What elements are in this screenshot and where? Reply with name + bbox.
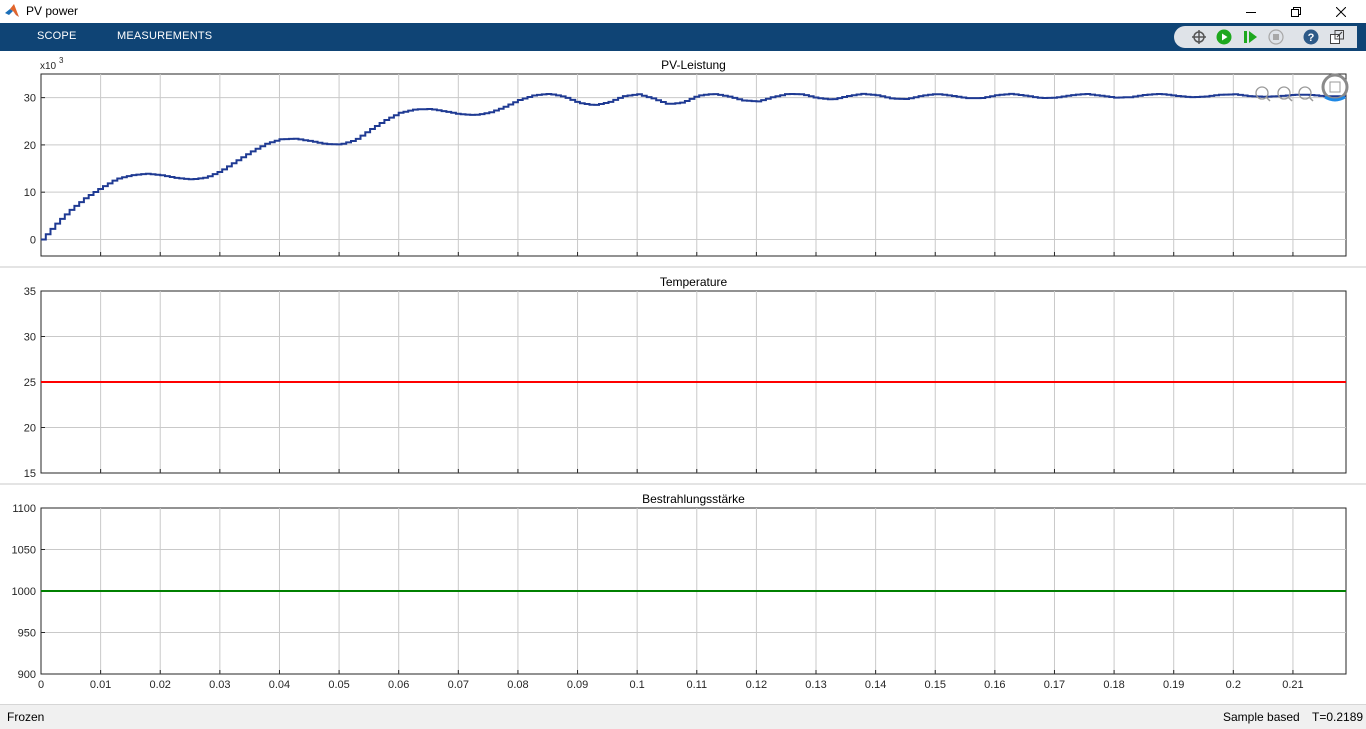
x-tick-label: 0.04: [269, 679, 290, 691]
pan-hand-icon[interactable]: [1255, 86, 1271, 102]
help-button[interactable]: ?: [1300, 26, 1322, 48]
y-tick-label: 20: [24, 423, 36, 435]
restore-button[interactable]: [1273, 0, 1319, 23]
y-exponent-sup: 3: [59, 56, 64, 65]
plot-title: Temperature: [660, 275, 728, 289]
y-tick-label: 1100: [12, 503, 36, 515]
series-line: [41, 92, 1346, 241]
restore-icon: [1291, 6, 1301, 17]
step-forward-button[interactable]: [1239, 26, 1261, 48]
title-bar: PV power: [0, 0, 1366, 23]
y-tick-label: 25: [24, 377, 36, 389]
y-exponent-label: x10: [40, 61, 57, 72]
x-tick-label: 0.15: [925, 679, 946, 691]
undock-icon: [1330, 30, 1344, 44]
y-tick-label: 20: [24, 140, 36, 152]
x-tick-label: 0.01: [90, 679, 111, 691]
status-bar: Frozen Sample based T=0.2189: [0, 704, 1366, 729]
zoom-out-icon[interactable]: [1298, 86, 1314, 102]
zoom-in-icon[interactable]: [1277, 86, 1293, 102]
undock-button[interactable]: [1326, 26, 1348, 48]
y-tick-label: 900: [18, 669, 36, 681]
status-mode: Sample based: [1223, 710, 1300, 724]
x-tick-label: 0.03: [209, 679, 230, 691]
x-tick-label: 0.19: [1163, 679, 1184, 691]
x-tick-label: 0.2: [1226, 679, 1241, 691]
x-tick-label: 0: [38, 679, 44, 691]
x-tick-label: 0.16: [984, 679, 1005, 691]
svg-text:?: ?: [1308, 32, 1315, 44]
plot-title: PV-Leistung: [661, 58, 726, 72]
x-tick-label: 0.13: [805, 679, 826, 691]
scope-plot-area[interactable]: 0 10 20 30 PV-Leistung x10 3 15 20 25 30 35 Temperat…: [0, 51, 1366, 704]
x-tick-label: 0.05: [328, 679, 349, 691]
run-button[interactable]: [1213, 26, 1235, 48]
status-state: Frozen: [7, 710, 45, 724]
x-tick-label: 0.21: [1282, 679, 1303, 691]
close-button[interactable]: [1318, 0, 1364, 23]
y-tick-label: 0: [30, 234, 36, 246]
axes-box: [40, 73, 1347, 257]
highlight-simulink-block-icon: [1192, 30, 1206, 44]
restore-view-icon[interactable]: [1321, 73, 1349, 102]
plot-title: Bestrahlungsstärke: [642, 492, 745, 506]
minimize-button[interactable]: [1228, 0, 1274, 23]
y-tick-label: 30: [24, 93, 36, 105]
step-forward-icon: [1244, 31, 1257, 43]
run-icon: [1216, 29, 1232, 45]
tab-measurements[interactable]: MEASUREMENTS: [117, 30, 213, 42]
x-tick-label: 0.07: [448, 679, 469, 691]
stop-icon: [1268, 29, 1284, 45]
highlight-block-button[interactable]: [1188, 26, 1210, 48]
simulation-controls: ?: [1174, 26, 1357, 48]
x-tick-label: 0.17: [1044, 679, 1065, 691]
y-tick-label: 950: [18, 628, 36, 640]
status-time: T=0.2189: [1312, 710, 1364, 724]
x-tick-label: 0.1: [630, 679, 645, 691]
x-tick-label: 0.14: [865, 679, 886, 691]
y-tick-label: 1050: [12, 545, 36, 557]
y-tick-label: 15: [24, 468, 36, 480]
x-tick-label: 0.12: [746, 679, 767, 691]
help-icon: ?: [1303, 29, 1319, 45]
y-tick-label: 35: [24, 286, 36, 298]
window-title: PV power: [26, 4, 79, 18]
y-tick-label: 1000: [12, 586, 36, 598]
close-icon: [1336, 6, 1346, 17]
matlab-logo-icon: [5, 4, 19, 17]
x-tick-label: 0.06: [388, 679, 409, 691]
toolstrip: SCOPE MEASUREMENTS: [0, 23, 1366, 51]
x-tick-label: 0.11: [686, 679, 707, 691]
x-tick-label: 0.08: [507, 679, 528, 691]
x-tick-label: 0.02: [150, 679, 171, 691]
x-tick-label: 0.18: [1103, 679, 1124, 691]
y-tick-label: 10: [24, 187, 36, 199]
minimize-icon: [1246, 11, 1256, 13]
y-tick-label: 30: [24, 332, 36, 344]
x-tick-label: 0.09: [567, 679, 588, 691]
tab-scope[interactable]: SCOPE: [37, 30, 77, 42]
stop-button[interactable]: [1265, 26, 1287, 48]
